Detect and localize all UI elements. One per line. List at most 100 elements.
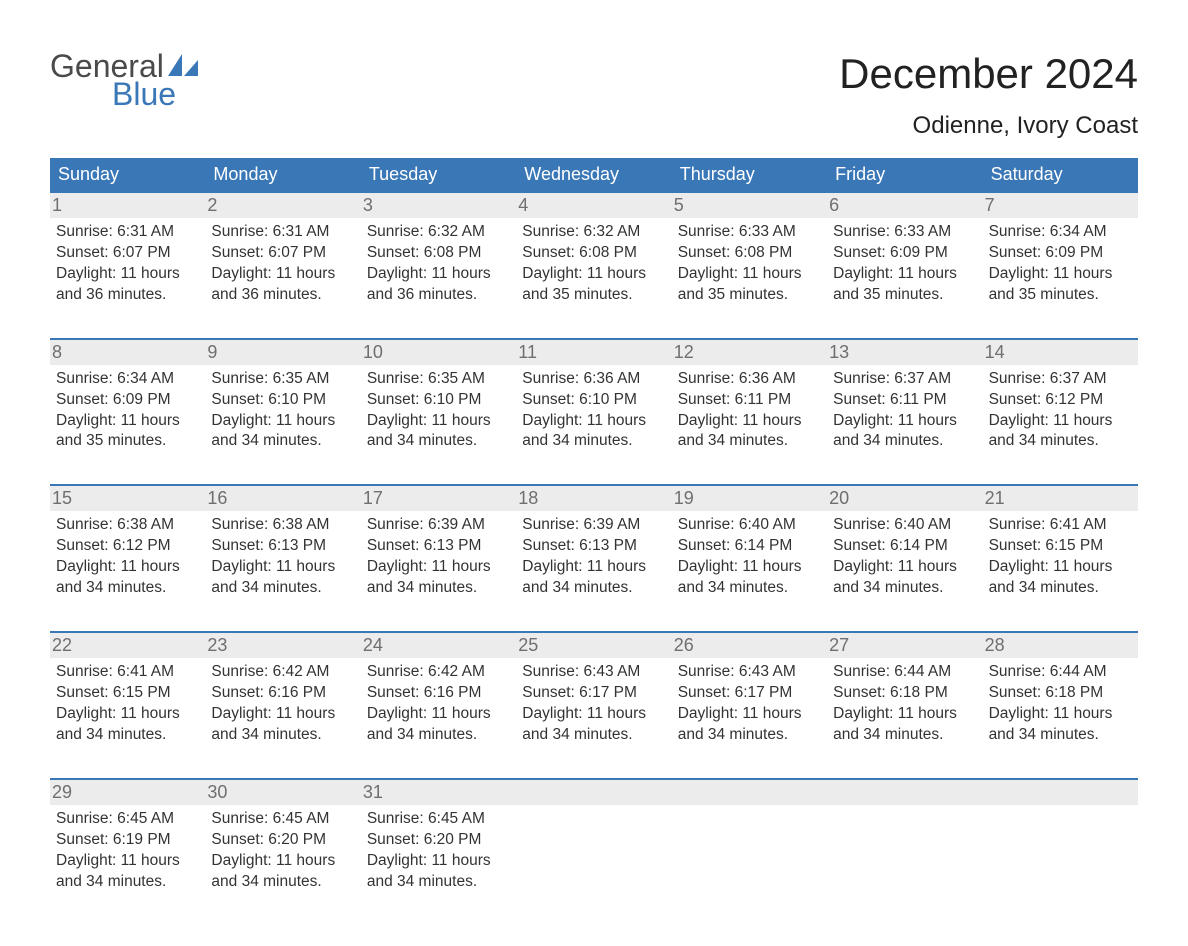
day-number: 24 — [361, 633, 516, 658]
day-number: 16 — [205, 486, 360, 511]
day-sunrise: Sunrise: 6:38 AM — [211, 515, 354, 536]
weekday-header: Friday — [827, 158, 982, 191]
day-day2: and 34 minutes. — [211, 431, 354, 452]
calendar-day: 21Sunrise: 6:41 AMSunset: 6:15 PMDayligh… — [983, 486, 1138, 613]
calendar-day — [827, 780, 982, 907]
calendar-day: 9Sunrise: 6:35 AMSunset: 6:10 PMDaylight… — [205, 340, 360, 467]
day-number: 26 — [672, 633, 827, 658]
day-number: 22 — [50, 633, 205, 658]
day-day2: and 36 minutes. — [56, 285, 199, 306]
day-day1: Daylight: 11 hours — [367, 851, 510, 872]
weekday-header: Tuesday — [361, 158, 516, 191]
day-day2: and 34 minutes. — [833, 725, 976, 746]
day-number: 15 — [50, 486, 205, 511]
weekday-header: Thursday — [672, 158, 827, 191]
day-sunset: Sunset: 6:07 PM — [56, 243, 199, 264]
day-number: 10 — [361, 340, 516, 365]
day-number: 18 — [516, 486, 671, 511]
calendar-day: 12Sunrise: 6:36 AMSunset: 6:11 PMDayligh… — [672, 340, 827, 467]
day-day2: and 34 minutes. — [56, 872, 199, 893]
day-sunrise: Sunrise: 6:37 AM — [833, 369, 976, 390]
day-details: Sunrise: 6:37 AMSunset: 6:12 PMDaylight:… — [989, 369, 1132, 453]
day-day1: Daylight: 11 hours — [833, 557, 976, 578]
day-sunset: Sunset: 6:14 PM — [678, 536, 821, 557]
day-sunset: Sunset: 6:12 PM — [56, 536, 199, 557]
day-day1: Daylight: 11 hours — [989, 411, 1132, 432]
weekday-header: Wednesday — [516, 158, 671, 191]
day-sunrise: Sunrise: 6:41 AM — [56, 662, 199, 683]
calendar-day — [516, 780, 671, 907]
calendar-week: 15Sunrise: 6:38 AMSunset: 6:12 PMDayligh… — [50, 484, 1138, 613]
day-details: Sunrise: 6:38 AMSunset: 6:12 PMDaylight:… — [56, 515, 199, 599]
day-day1: Daylight: 11 hours — [367, 264, 510, 285]
day-day2: and 34 minutes. — [56, 725, 199, 746]
calendar-week: 8Sunrise: 6:34 AMSunset: 6:09 PMDaylight… — [50, 338, 1138, 467]
day-sunrise: Sunrise: 6:44 AM — [989, 662, 1132, 683]
day-details: Sunrise: 6:31 AMSunset: 6:07 PMDaylight:… — [56, 222, 199, 306]
day-sunrise: Sunrise: 6:45 AM — [56, 809, 199, 830]
day-sunset: Sunset: 6:08 PM — [678, 243, 821, 264]
day-number: 17 — [361, 486, 516, 511]
day-number: 29 — [50, 780, 205, 805]
calendar-day: 4Sunrise: 6:32 AMSunset: 6:08 PMDaylight… — [516, 193, 671, 320]
day-details: Sunrise: 6:35 AMSunset: 6:10 PMDaylight:… — [367, 369, 510, 453]
weekday-header: Monday — [205, 158, 360, 191]
day-sunrise: Sunrise: 6:33 AM — [833, 222, 976, 243]
day-sunset: Sunset: 6:09 PM — [56, 390, 199, 411]
day-details: Sunrise: 6:36 AMSunset: 6:10 PMDaylight:… — [522, 369, 665, 453]
day-day1: Daylight: 11 hours — [678, 557, 821, 578]
day-sunrise: Sunrise: 6:31 AM — [56, 222, 199, 243]
logo-sail-icon — [168, 54, 198, 76]
day-day2: and 36 minutes. — [211, 285, 354, 306]
day-sunrise: Sunrise: 6:42 AM — [211, 662, 354, 683]
day-sunrise: Sunrise: 6:45 AM — [211, 809, 354, 830]
day-details: Sunrise: 6:31 AMSunset: 6:07 PMDaylight:… — [211, 222, 354, 306]
day-details: Sunrise: 6:44 AMSunset: 6:18 PMDaylight:… — [989, 662, 1132, 746]
day-day2: and 34 minutes. — [989, 578, 1132, 599]
day-number: 2 — [205, 193, 360, 218]
calendar-day: 17 Sunrise: 6:39 AMSunset: 6:13 PMDayligh… — [361, 486, 516, 613]
day-details: Sunrise: 6:41 AMSunset: 6:15 PMDaylight:… — [56, 662, 199, 746]
day-day1: Daylight: 11 hours — [522, 411, 665, 432]
page-title: December 2024 — [839, 50, 1138, 98]
day-details: Sunrise: 6:39 AMSunset: 6:13 PMDaylight:… — [367, 515, 510, 599]
day-number — [672, 780, 827, 805]
day-details: Sunrise: 6:42 AMSunset: 6:16 PMDaylight:… — [367, 662, 510, 746]
day-day1: Daylight: 11 hours — [367, 704, 510, 725]
day-number: 30 — [205, 780, 360, 805]
day-sunset: Sunset: 6:17 PM — [522, 683, 665, 704]
calendar-day: 22 Sunrise: 6:41 AMSunset: 6:15 PMDayligh… — [50, 633, 205, 760]
day-sunset: Sunset: 6:19 PM — [56, 830, 199, 851]
calendar-day: 7Sunrise: 6:34 AMSunset: 6:09 PMDaylight… — [983, 193, 1138, 320]
location-label: Odienne, Ivory Coast — [839, 112, 1138, 140]
day-number — [827, 780, 982, 805]
day-number: 6 — [827, 193, 982, 218]
calendar-day: 6Sunrise: 6:33 AMSunset: 6:09 PMDaylight… — [827, 193, 982, 320]
day-sunset: Sunset: 6:10 PM — [522, 390, 665, 411]
day-number: 8 — [50, 340, 205, 365]
day-day2: and 35 minutes. — [56, 431, 199, 452]
day-day1: Daylight: 11 hours — [678, 411, 821, 432]
day-details: Sunrise: 6:45 AMSunset: 6:19 PMDaylight:… — [56, 809, 199, 893]
day-details: Sunrise: 6:33 AMSunset: 6:08 PMDaylight:… — [678, 222, 821, 306]
day-day1: Daylight: 11 hours — [211, 557, 354, 578]
calendar-week: 22 Sunrise: 6:41 AMSunset: 6:15 PMDayligh… — [50, 631, 1138, 760]
day-sunrise: Sunrise: 6:35 AM — [211, 369, 354, 390]
calendar-day: 1Sunrise: 6:31 AMSunset: 6:07 PMDaylight… — [50, 193, 205, 320]
day-day2: and 34 minutes. — [367, 578, 510, 599]
weekday-header: Sunday — [50, 158, 205, 191]
day-day2: and 34 minutes. — [367, 725, 510, 746]
calendar-day: 10 Sunrise: 6:35 AMSunset: 6:10 PMDayligh… — [361, 340, 516, 467]
calendar-day: 28Sunrise: 6:44 AMSunset: 6:18 PMDayligh… — [983, 633, 1138, 760]
day-number: 13 — [827, 340, 982, 365]
day-day2: and 34 minutes. — [367, 431, 510, 452]
calendar-day: 5Sunrise: 6:33 AMSunset: 6:08 PMDaylight… — [672, 193, 827, 320]
calendar-day: 14Sunrise: 6:37 AMSunset: 6:12 PMDayligh… — [983, 340, 1138, 467]
day-day2: and 34 minutes. — [522, 725, 665, 746]
day-day2: and 34 minutes. — [678, 578, 821, 599]
day-sunset: Sunset: 6:12 PM — [989, 390, 1132, 411]
day-sunrise: Sunrise: 6:43 AM — [678, 662, 821, 683]
day-details: Sunrise: 6:41 AMSunset: 6:15 PMDaylight:… — [989, 515, 1132, 599]
calendar: SundayMondayTuesdayWednesdayThursdayFrid… — [50, 158, 1138, 906]
day-number: 31 — [361, 780, 516, 805]
